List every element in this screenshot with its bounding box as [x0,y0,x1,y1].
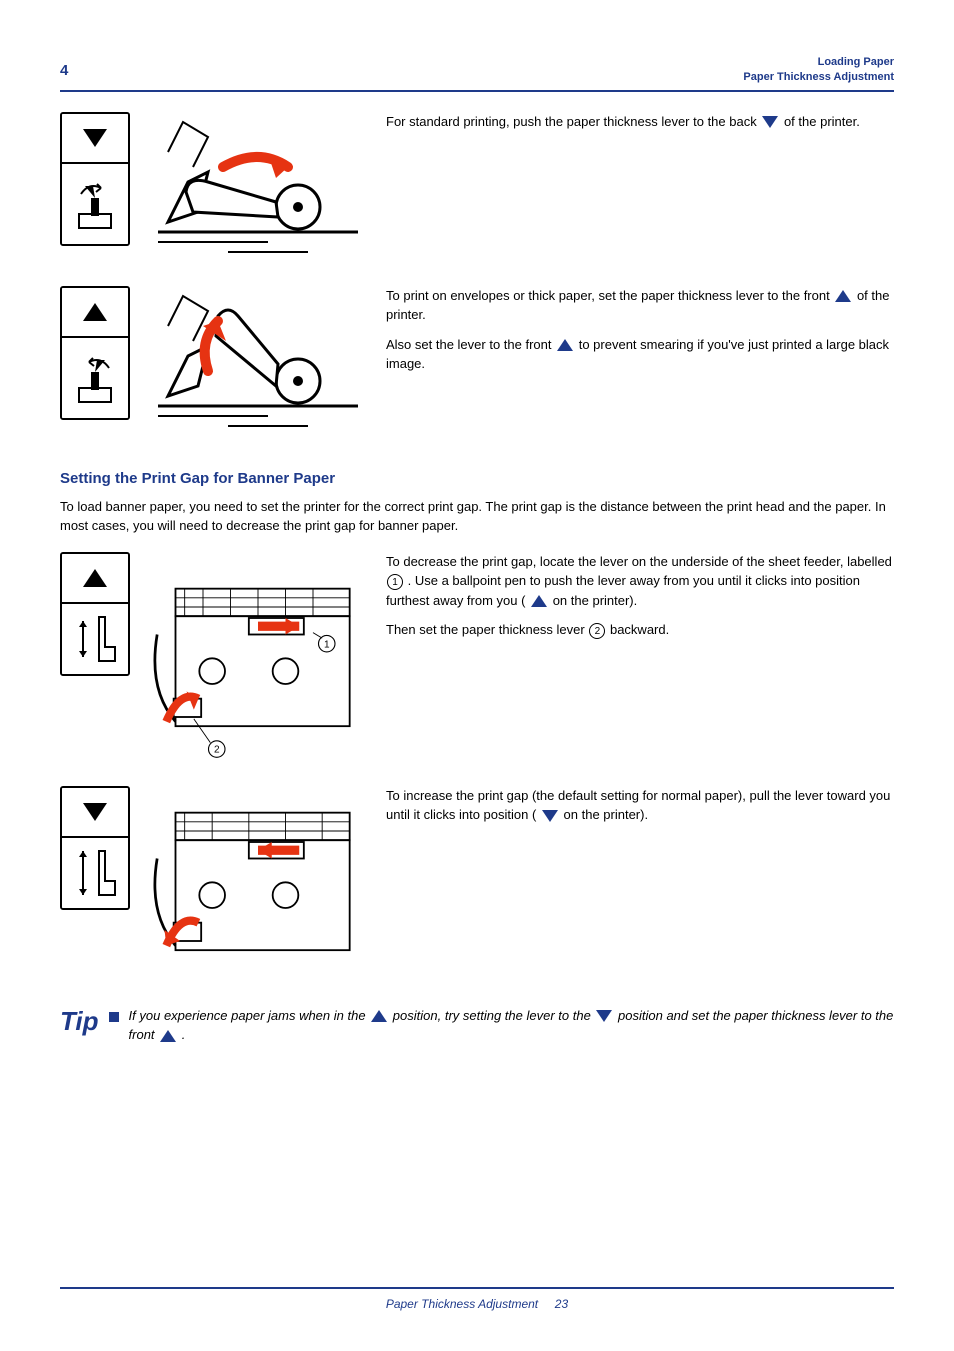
header-title-2: Paper Thickness Adjustment [743,70,894,85]
tip-a: If you experience paper jams when in the [129,1008,370,1023]
page-footer: Paper Thickness Adjustment 23 [60,1287,894,1311]
gap-row-increase: To increase the print gap (the default s… [60,786,894,986]
gap-p1c: on the printer). [553,593,638,608]
gap-row-decrease: 1 2 To decrease the print gap, locate th… [60,552,894,772]
text-2a: To print on envelopes or thick paper, se… [386,288,833,303]
header-title-1: Loading Paper [743,55,894,70]
gap-p2b: backward. [610,622,669,637]
footer-note: Paper Thickness Adjustment [386,1297,538,1311]
triangle-up-icon [62,288,128,338]
figure-lever-back [148,112,368,272]
tip-d: . [182,1027,186,1042]
text-standard: For standard printing, push the paper th… [386,112,894,272]
triangle-down-icon [62,114,128,164]
triangle-up-inline-icon-2 [557,339,573,351]
header-rule-thick [60,90,894,92]
tip-b: position, try setting the lever to the [393,1008,595,1023]
text-gap-decrease: To decrease the print gap, locate the le… [386,552,894,772]
lever-back-icon [62,164,128,244]
text-1a: For standard printing, push the paper th… [386,114,760,129]
text-1b: of the printer. [784,114,860,129]
section-number: 4 [60,62,68,79]
tip-text: If you experience paper jams when in the… [129,1006,894,1045]
thickness-row-standard: For standard printing, push the paper th… [60,112,894,272]
gap-wide-icon [62,838,128,908]
gap-p1a: To decrease the print gap, locate the le… [386,554,892,569]
figure-gap-decrease: 1 2 [148,552,368,772]
svg-text:2: 2 [214,745,220,756]
gap-narrow-icon [62,604,128,674]
text-envelopes: To print on envelopes or thick paper, se… [386,286,894,446]
triangle-up-icon-2 [62,554,128,604]
text-2c: Also set the lever to the front [386,337,555,352]
print-gap-intro: To load banner paper, you need to set th… [60,497,894,536]
thickness-row-envelopes: To print on envelopes or thick paper, se… [60,286,894,446]
triangle-down-icon-2 [62,788,128,838]
circled-1-icon: 1 [387,574,403,590]
triangle-down-inline-icon [762,116,778,128]
svg-text:1: 1 [324,639,330,650]
circled-2-icon: 2 [589,623,605,639]
text-gap-increase: To increase the print gap (the default s… [386,786,894,986]
tip-bullet-icon [109,1012,119,1022]
icon-column-1 [60,112,130,246]
gap-p2a: Then set the paper thickness lever [386,622,588,637]
figure-lever-front [148,286,368,446]
triangle-down-inline-icon-2 [542,810,558,822]
triangle-down-inline-icon-3 [596,1010,612,1022]
tip-block: Tip If you experience paper jams when in… [60,1006,894,1045]
triangle-up-inline-icon-4 [371,1010,387,1022]
print-gap-heading: Setting the Print Gap for Banner Paper [60,470,894,487]
lever-front-icon [62,338,128,418]
figure-gap-increase [148,786,368,986]
page-number: 23 [555,1297,568,1311]
icon-column-3 [60,552,130,676]
tip-label: Tip [60,1006,99,1045]
triangle-up-inline-icon-5 [160,1030,176,1042]
icon-column-4 [60,786,130,910]
header-titles: Loading Paper Paper Thickness Adjustment [743,55,894,86]
triangle-up-inline-icon [835,290,851,302]
gap-inc-b: on the printer). [564,807,649,822]
icon-column-2 [60,286,130,420]
triangle-up-inline-icon-3 [531,595,547,607]
